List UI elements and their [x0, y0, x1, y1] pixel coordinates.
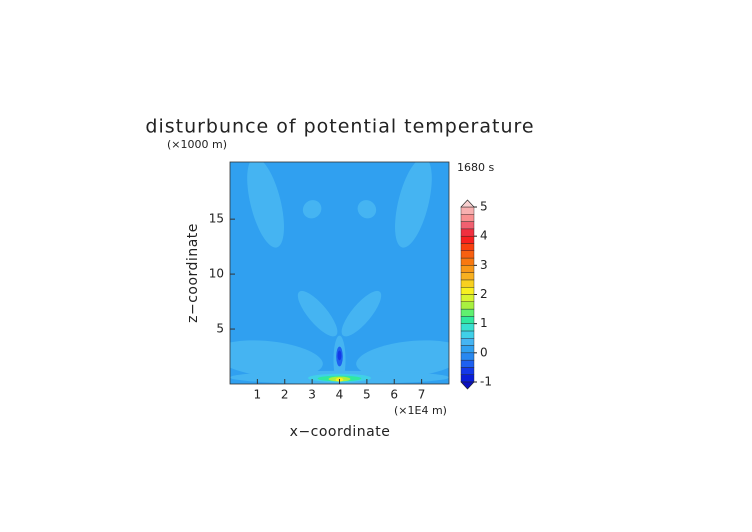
y-tick-label: 10 [209, 267, 224, 281]
y-axis-label: z−coordinate [185, 223, 201, 323]
colorbar-bin [460, 374, 475, 383]
colorbar-bin [460, 228, 475, 237]
colorbar-tick-label: 5 [480, 200, 488, 214]
colorbar-bin [460, 316, 475, 324]
colorbar-tick-label: 4 [480, 229, 488, 243]
contour-region [341, 290, 382, 337]
y-tick-label: 5 [216, 322, 224, 336]
colorbar-bin [460, 287, 475, 295]
y-tick-label: 15 [209, 212, 224, 226]
x-tick-label: 7 [418, 388, 426, 402]
colorbar-bin [460, 345, 475, 354]
colorbar-bin [460, 243, 475, 251]
colorbar-bin [460, 323, 475, 332]
colorbar-bin [460, 279, 475, 288]
contour-region [395, 162, 432, 248]
colorbar-over [460, 199, 475, 208]
colorbar-bin [460, 294, 475, 302]
colorbar-bin [460, 338, 475, 346]
colorbar-tick-label: -1 [480, 375, 492, 389]
contour-region [357, 200, 377, 219]
colorbar-bin [460, 301, 475, 310]
field [230, 162, 449, 384]
x-axis-label: x−coordinate [290, 424, 391, 440]
x-unit-label: (×1E4 m) [394, 404, 447, 417]
colorbar-bin [460, 257, 475, 266]
colorbar-bin [460, 359, 475, 368]
colorbar-bin [460, 250, 475, 259]
colorbar-bin [460, 308, 475, 317]
contour-region [337, 350, 342, 361]
colorbar-tick-label: 0 [480, 345, 488, 359]
contour-region [230, 340, 323, 378]
colorbar-under [460, 381, 475, 390]
colorbar-bin [460, 214, 475, 222]
contour-region [247, 162, 284, 248]
colorbar-bin [460, 265, 475, 273]
y-unit-label: (×1000 m) [167, 138, 227, 151]
x-tick-label: 3 [308, 388, 316, 402]
contour-region [356, 340, 449, 378]
colorbar-tick-label: 3 [480, 258, 488, 272]
contour-region [302, 200, 322, 219]
x-tick-label: 6 [390, 388, 398, 402]
x-tick-label: 1 [254, 388, 262, 402]
contour-region [297, 290, 338, 337]
x-tick-label: 2 [281, 388, 289, 402]
colorbar-bin [460, 330, 475, 339]
chart-title: disturbunce of potential temperature [145, 116, 534, 138]
colorbar-bin [460, 352, 475, 361]
colorbar-bin [460, 235, 475, 244]
colorbar-tick-label: 1 [480, 316, 488, 330]
colorbar-bin [460, 221, 475, 230]
colorbar-bin [460, 206, 475, 215]
x-tick-label: 4 [336, 388, 344, 402]
colorbar-bin [460, 367, 475, 375]
x-tick-label: 5 [363, 388, 371, 402]
colorbar-bin [460, 272, 475, 281]
time-label: 1680 s [457, 161, 494, 174]
colorbar-tick-label: 2 [480, 287, 488, 301]
